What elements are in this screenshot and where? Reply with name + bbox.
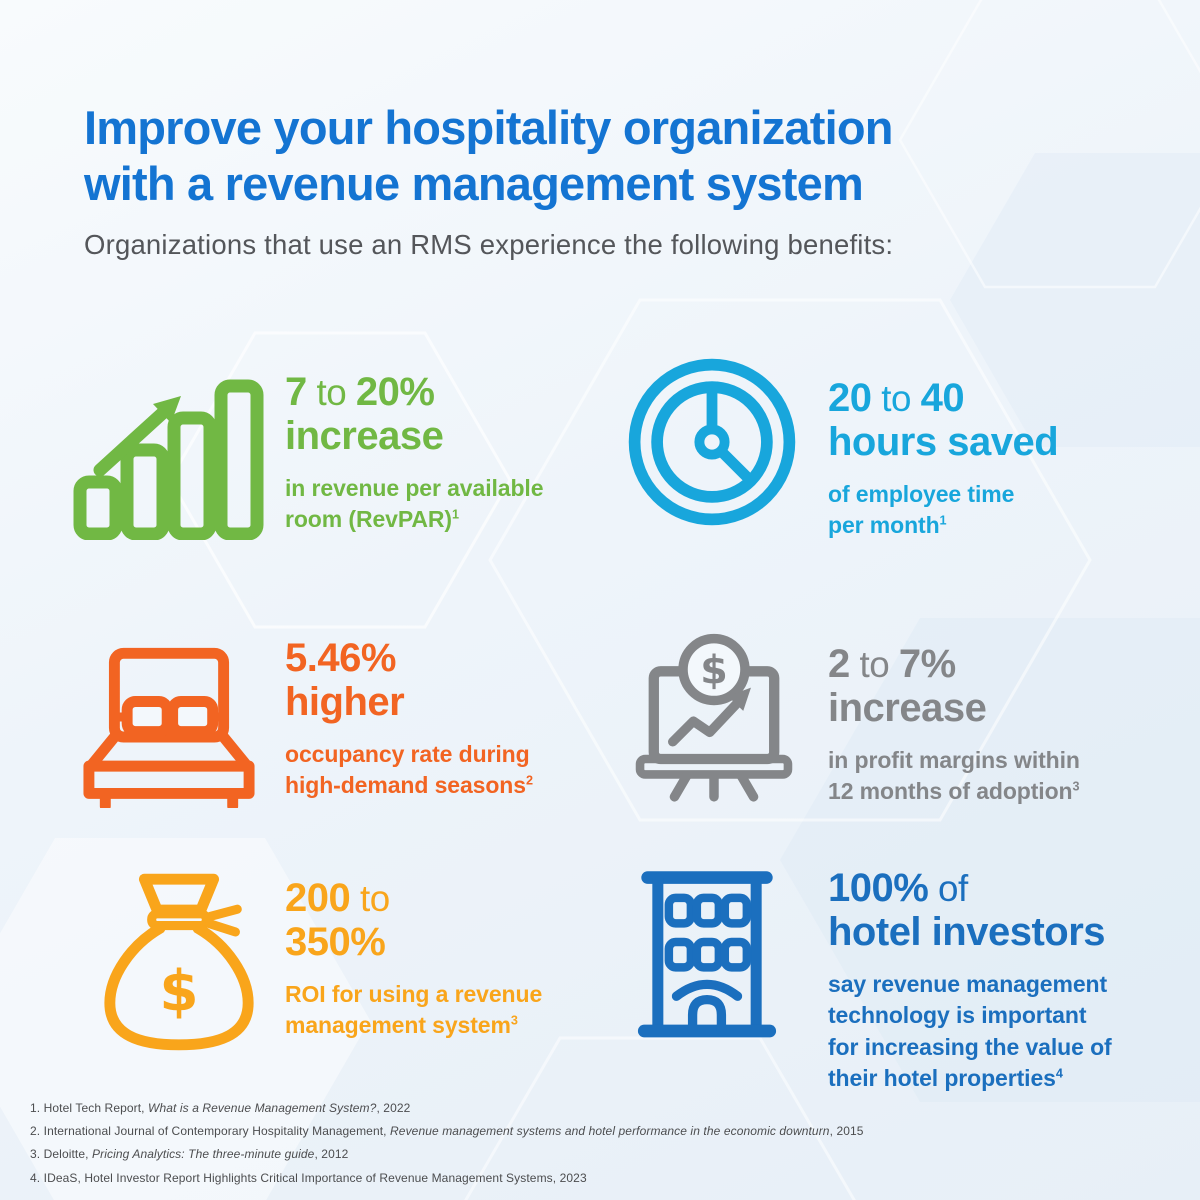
stat-revpar-headline: 7 to 20% — [285, 370, 435, 414]
stat-hotel-investors-description: say revenue management technology is imp… — [828, 971, 1112, 1091]
footnote-4: 4. IDeaS, Hotel Investor Report Highligh… — [30, 1170, 587, 1185]
stat-hours-saved-headline: 20 to 40 — [828, 376, 965, 420]
bar-chart-growth-icon — [70, 356, 285, 545]
footnote-3: 3. Deloitte, Pricing Analytics: The thre… — [30, 1147, 349, 1162]
stat-profit-margins: $ 2 to 7% increase in profit margins wit… — [628, 630, 1173, 808]
stat-occupancy-text: 5.46% higher occupancy rate during high-… — [285, 634, 623, 802]
clock-icon — [622, 352, 828, 537]
stat-hotel-investors: 100% of hotel investors say revenue mana… — [622, 860, 1182, 1094]
stat-hotel-investors-headline-line2: hotel investors — [828, 910, 1106, 954]
svg-text:$: $ — [159, 959, 198, 1024]
presentation-chart-icon: $ — [628, 630, 828, 807]
stat-profit-margins-description: in profit margins within 12 months of ad… — [828, 747, 1080, 805]
stat-roi: $ 200 to 350% ROI for using a revenue ma… — [88, 862, 633, 1067]
stat-revpar-headline-line2: increase — [285, 414, 444, 458]
footnote-ref: 1 — [939, 513, 947, 528]
footnote-ref: 1 — [451, 507, 459, 522]
stat-hours-saved-headline-line2: hours saved — [828, 420, 1059, 464]
bed-icon — [78, 634, 285, 813]
footnote-1: 1. Hotel Tech Report, What is a Revenue … — [30, 1101, 411, 1115]
footnote-ref: 3 — [510, 1013, 518, 1028]
svg-text:$: $ — [700, 647, 728, 693]
footnote-2: 2. International Journal of Contemporary… — [30, 1124, 864, 1139]
stat-hours-saved-text: 20 to 40 hours saved of employee time pe… — [828, 352, 1167, 542]
stat-occupancy-description: occupancy rate during high-demand season… — [285, 741, 533, 799]
stat-hours-saved: 20 to 40 hours saved of employee time pe… — [622, 352, 1167, 542]
stat-revpar-description: in revenue per available room (RevPAR)1 — [285, 475, 544, 533]
stat-occupancy-headline: 5.46% — [285, 636, 396, 680]
page-subtitle: Organizations that use an RMS experience… — [84, 228, 894, 260]
stat-profit-margins-headline-line2: increase — [828, 686, 987, 730]
footnote-ref: 4 — [1055, 1066, 1063, 1081]
stat-hours-saved-description: of employee time per month1 — [828, 481, 1015, 539]
page-title-line2: with a revenue management system — [84, 157, 864, 211]
stat-roi-text: 200 to 350% ROI for using a revenue mana… — [285, 862, 633, 1042]
stat-occupancy: 5.46% higher occupancy rate during high-… — [78, 634, 623, 813]
stat-hotel-investors-text: 100% of hotel investors say revenue mana… — [828, 860, 1182, 1094]
stat-roi-headline-line2: 350% — [285, 920, 386, 964]
footnote-ref: 3 — [1072, 779, 1080, 794]
money-bag-icon: $ — [88, 862, 285, 1067]
stat-revpar-text: 7 to 20% increase in revenue per availab… — [285, 356, 615, 536]
stat-roi-headline: 200 to — [285, 876, 390, 920]
stat-roi-description: ROI for using a revenue management syste… — [285, 981, 543, 1039]
footnotes: 1. Hotel Tech Report, What is a Revenue … — [30, 1101, 1170, 1195]
stat-revpar: 7 to 20% increase in revenue per availab… — [70, 356, 615, 545]
footnote-ref: 2 — [525, 773, 533, 788]
stat-hotel-investors-headline: 100% of — [828, 866, 968, 910]
hotel-building-icon — [622, 860, 828, 1047]
stat-profit-margins-text: 2 to 7% increase in profit margins withi… — [828, 630, 1173, 808]
page-title-line1: Improve your hospitality organization — [84, 101, 893, 154]
page-title: Improve your hospitality organization wi… — [84, 100, 1144, 213]
header: Improve your hospitality organization wi… — [84, 100, 1144, 261]
stat-occupancy-headline-line2: higher — [285, 680, 405, 724]
stat-profit-margins-headline: 2 to 7% — [828, 642, 956, 686]
